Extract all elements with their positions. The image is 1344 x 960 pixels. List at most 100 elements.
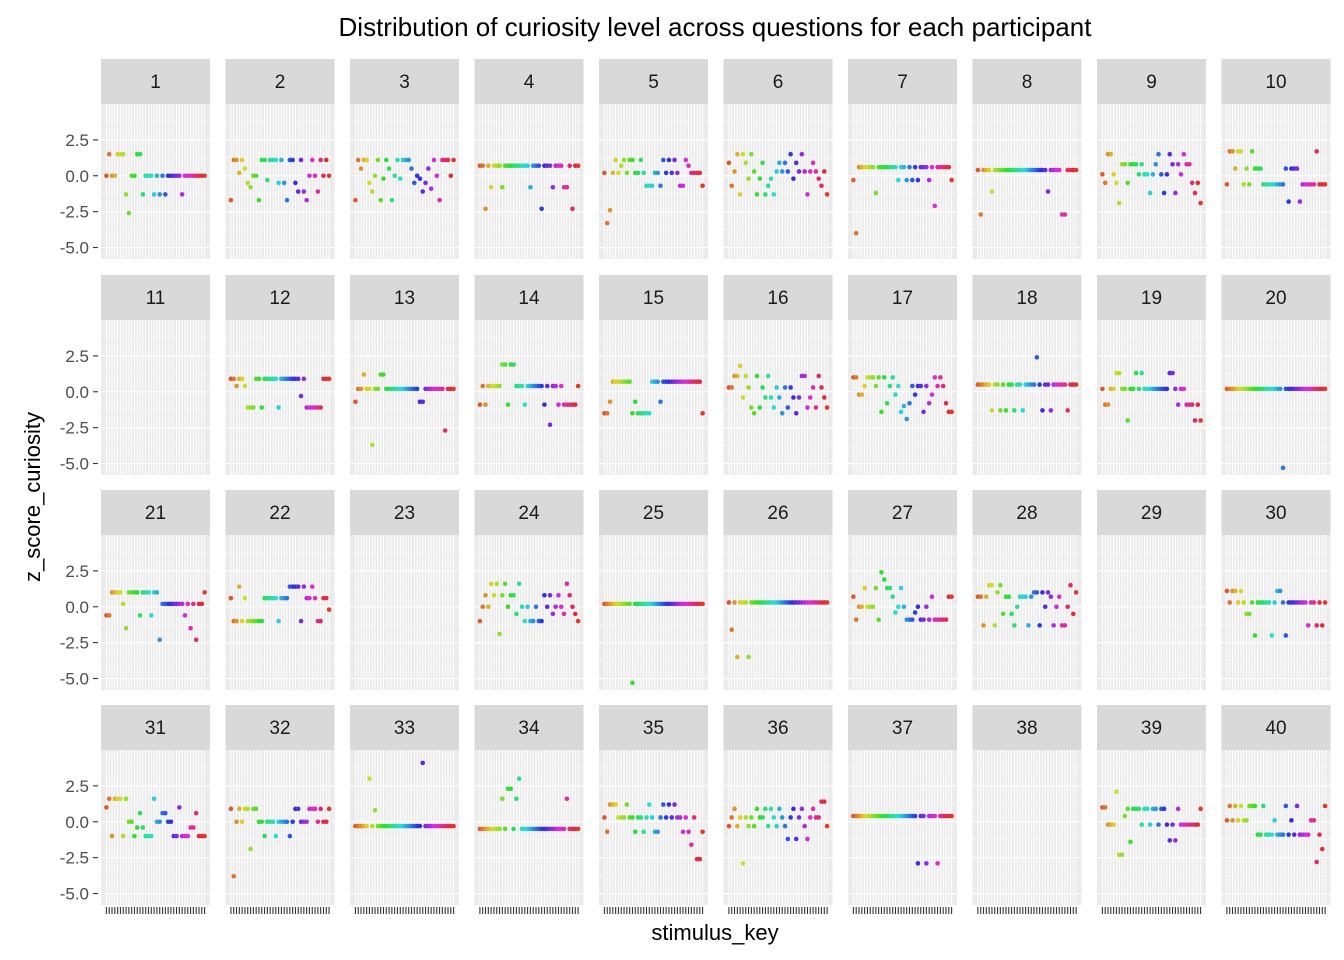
- data-point: [700, 183, 705, 189]
- data-point: [1122, 813, 1128, 819]
- data-point: [309, 157, 315, 163]
- data-point: [323, 157, 329, 163]
- data-point: [729, 815, 735, 820]
- data-point: [1116, 200, 1122, 206]
- data-point: [1319, 623, 1325, 628]
- facet-strip-label: 5: [648, 72, 659, 93]
- data-point: [1040, 408, 1045, 413]
- data-point: [118, 796, 123, 802]
- data-point: [796, 815, 802, 820]
- data-point: [270, 819, 276, 825]
- data-point: [1122, 161, 1128, 167]
- data-point: [876, 375, 881, 380]
- facet-strip-label: 32: [269, 718, 290, 739]
- data-point: [502, 362, 508, 367]
- facet-strip-label: 25: [643, 503, 664, 524]
- data-point: [301, 376, 307, 382]
- data-point: [295, 189, 301, 194]
- data-point: [1192, 190, 1198, 196]
- data-point: [358, 386, 364, 392]
- data-point: [514, 796, 519, 802]
- data-point: [932, 375, 938, 380]
- data-point: [234, 819, 239, 825]
- data-point: [1294, 166, 1300, 171]
- data-point: [915, 861, 921, 866]
- data-point: [810, 160, 816, 166]
- data-point: [632, 829, 638, 835]
- data-point: [106, 796, 112, 802]
- data-point: [771, 405, 777, 410]
- data-point: [907, 164, 912, 170]
- data-point: [604, 220, 610, 226]
- facet-strip-label: 38: [1016, 718, 1037, 739]
- data-point: [793, 836, 799, 842]
- data-point: [1297, 199, 1303, 204]
- data-point: [1286, 832, 1291, 837]
- data-point: [924, 164, 929, 170]
- data-point: [120, 151, 126, 157]
- facet-panel-15: 15: [599, 275, 708, 475]
- data-point: [1227, 803, 1233, 809]
- data-point: [1139, 822, 1144, 827]
- data-point: [228, 595, 234, 601]
- data-point: [943, 400, 949, 406]
- data-point: [239, 618, 245, 624]
- data-point: [1241, 600, 1247, 605]
- data-point: [1102, 805, 1108, 810]
- data-point: [938, 375, 943, 380]
- data-point: [353, 197, 358, 203]
- data-point: [265, 177, 270, 183]
- data-point: [1173, 190, 1178, 196]
- data-point: [1164, 386, 1170, 392]
- data-point: [946, 164, 952, 170]
- data-point: [1150, 172, 1156, 177]
- facet-panel-39: 39: [1097, 705, 1206, 914]
- data-point: [1062, 623, 1068, 628]
- data-point: [1070, 611, 1076, 617]
- data-point: [824, 405, 830, 410]
- data-point: [281, 180, 287, 186]
- facet-panel-1: 1: [101, 59, 210, 259]
- data-point: [273, 833, 279, 839]
- data-point: [525, 604, 530, 610]
- data-point: [151, 192, 157, 197]
- facet-panel-40: 40: [1221, 705, 1331, 914]
- facet-strip: [1097, 490, 1206, 535]
- data-point: [749, 151, 754, 157]
- data-point: [646, 802, 652, 807]
- data-point: [989, 408, 995, 413]
- data-point: [1311, 182, 1317, 187]
- data-point: [364, 823, 369, 829]
- data-point: [873, 383, 879, 389]
- facet-strip: [350, 705, 459, 750]
- panel-background: [848, 320, 957, 475]
- data-point: [735, 823, 740, 829]
- facet-strip-label: 39: [1141, 718, 1162, 739]
- data-point: [163, 810, 168, 816]
- data-point: [298, 157, 304, 163]
- data-point: [1048, 594, 1054, 600]
- data-point: [1244, 818, 1249, 823]
- data-point: [259, 819, 265, 825]
- data-point: [375, 386, 381, 392]
- data-point: [821, 799, 827, 804]
- facet-panel-2: 2: [225, 59, 335, 259]
- data-point: [1037, 382, 1042, 387]
- data-point: [1014, 604, 1020, 610]
- data-point: [295, 806, 301, 812]
- data-point: [949, 813, 954, 819]
- data-point: [621, 815, 627, 820]
- data-point: [1062, 382, 1068, 387]
- data-point: [1311, 818, 1317, 823]
- data-point: [873, 190, 879, 196]
- data-point: [120, 833, 126, 839]
- panel-background: [225, 750, 335, 905]
- data-point: [929, 164, 935, 170]
- data-point: [500, 592, 505, 598]
- y-tick-label: 0.0: [65, 598, 89, 617]
- data-point: [1283, 633, 1289, 638]
- y-axis-title: z_score_curiosity: [20, 412, 45, 582]
- data-point: [791, 176, 796, 181]
- data-point: [810, 806, 816, 812]
- data-point: [912, 164, 918, 170]
